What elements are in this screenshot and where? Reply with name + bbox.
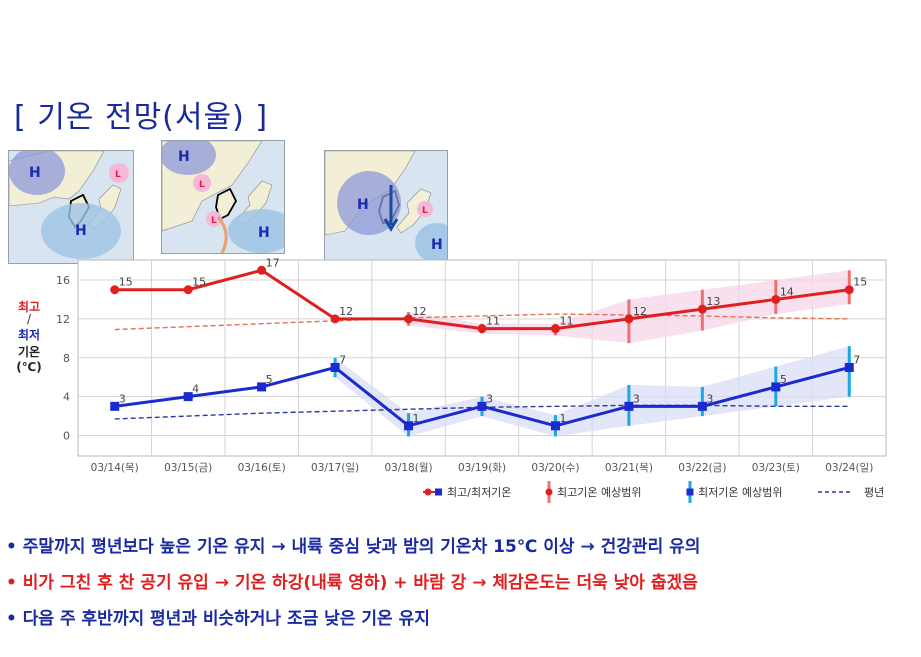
y-axis-label-name: 기온 <box>17 345 41 359</box>
min-temp-point <box>404 421 414 431</box>
y-tick-label: 16 <box>56 274 70 287</box>
weather-map-3: H L H <box>324 150 448 264</box>
y-axis-label-max: 최고 <box>17 300 41 314</box>
map1-label-h1: H <box>29 165 41 181</box>
max-temp-data-label: 11 <box>559 315 573 328</box>
max-temp-point <box>183 285 193 295</box>
max-temp-point <box>550 324 560 334</box>
min-temp-point <box>477 401 487 411</box>
min-temp-point <box>771 382 781 392</box>
y-tick-label: 12 <box>56 313 70 326</box>
min-temp-range-band <box>335 346 850 437</box>
legend-min-range-label: 최저기온 예상범위 <box>698 486 782 499</box>
min-temp-point <box>330 362 340 372</box>
x-tick-label: 03/24(일) <box>825 461 873 474</box>
max-temp-point <box>771 294 781 304</box>
min-temp-data-label: 3 <box>119 392 126 405</box>
map2-label-l2: L <box>211 216 217 226</box>
min-temp-point <box>624 401 634 411</box>
x-tick-label: 03/18(월) <box>384 462 432 474</box>
min-temp-data-label: 7 <box>339 353 346 366</box>
y-tick-label: 8 <box>63 352 70 365</box>
min-temp-point <box>257 382 267 392</box>
y-axis-label-unit: (℃) <box>16 360 42 374</box>
chart-legend: 최고/최저기온 최고기온 예상범위 최저기온 예상범위 평년 <box>423 481 884 503</box>
min-temp-point <box>550 421 560 431</box>
weather-map-1: H H L <box>8 150 134 264</box>
max-temp-data-label: 13 <box>706 295 720 308</box>
x-tick-label: 03/14(목) <box>91 462 139 474</box>
legend-min-marker <box>435 488 442 496</box>
y-tick-label: 0 <box>63 430 70 443</box>
min-temp-point <box>183 392 193 402</box>
max-temp-point <box>624 314 634 324</box>
normal-max-line <box>114 313 850 331</box>
map3-label-h2: H <box>431 237 443 253</box>
y-tick-label: 4 <box>63 391 70 404</box>
max-temp-point <box>330 314 340 324</box>
legend-max-range-label: 최고기온 예상범위 <box>557 486 641 499</box>
min-temp-data-label: 1 <box>413 412 420 425</box>
x-tick-label: 03/21(목) <box>605 462 653 474</box>
normal-min-line <box>114 404 850 420</box>
max-temp-data-label: 12 <box>413 305 427 318</box>
min-temp-data-label: 3 <box>486 392 493 405</box>
x-tick-label: 03/15(금) <box>164 462 212 474</box>
max-temp-point <box>257 265 267 275</box>
max-temp-data-label: 12 <box>339 305 353 318</box>
min-temp-data-label: 7 <box>853 353 860 366</box>
min-temp-point <box>697 401 707 411</box>
min-temp-data-label: 5 <box>780 373 787 386</box>
max-temp-data-label: 12 <box>633 305 647 318</box>
max-temp-data-label: 14 <box>780 285 794 298</box>
legend-max-range-marker <box>545 488 553 496</box>
x-tick-label: 03/17(일) <box>311 461 359 474</box>
min-temp-data-label: 3 <box>706 392 713 405</box>
max-temp-point <box>844 285 854 295</box>
page-title: [ 기온 전망(서울) ] <box>14 100 269 135</box>
legend-min-range-marker <box>686 488 694 496</box>
x-tick-label: 03/22(금) <box>678 462 726 474</box>
min-temp-data-label: 4 <box>192 383 199 396</box>
bullet-3: • 다음 주 후반까지 평년과 비슷하거나 조금 낮은 기온 유지 <box>6 609 430 629</box>
x-tick-label: 03/16(토) <box>238 462 286 474</box>
max-temp-data-label: 17 <box>266 256 280 269</box>
max-temp-data-label: 15 <box>119 276 133 289</box>
map3-label-h1: H <box>357 197 369 213</box>
x-tick-label: 03/23(토) <box>752 462 800 474</box>
map3-label-l: L <box>422 206 428 216</box>
map2-label-l1: L <box>199 180 205 190</box>
bullet-2: • 비가 그친 후 찬 공기 유입 → 기온 하강(내륙 영하) + 바람 강 … <box>6 573 698 593</box>
min-temp-data-label: 3 <box>633 392 640 405</box>
map1-label-h2: H <box>75 223 87 239</box>
max-temp-data-label: 15 <box>853 276 867 289</box>
max-temp-point <box>110 285 120 295</box>
max-temp-point <box>477 324 487 334</box>
legend-maxmin-label: 최고/최저기온 <box>447 486 511 499</box>
x-tick-label: 03/20(수) <box>531 462 579 474</box>
bullet-1: • 주말까지 평년보다 높은 기온 유지 → 내륙 중심 낮과 밤의 기온차 1… <box>6 537 701 557</box>
legend-normal-label: 평년 <box>864 486 884 499</box>
map2-label-h2: H <box>258 225 270 241</box>
max-temp-point <box>697 304 707 314</box>
min-temp-point <box>110 401 120 411</box>
weather-map-2: H L L H <box>161 140 285 254</box>
min-temp-point <box>844 362 854 372</box>
max-temp-data-label: 15 <box>192 276 206 289</box>
y-axis-label-sep: / <box>26 312 32 326</box>
legend-max-marker <box>424 488 432 496</box>
y-axis-label-min: 최저 <box>17 328 41 342</box>
max-temp-point <box>404 314 414 324</box>
min-temp-data-label: 5 <box>266 373 273 386</box>
x-tick-label: 03/19(화) <box>458 462 506 474</box>
min-temp-data-label: 1 <box>559 412 566 425</box>
max-temp-data-label: 11 <box>486 315 500 328</box>
map1-label-l: L <box>115 170 121 180</box>
map2-label-h1: H <box>178 149 190 165</box>
